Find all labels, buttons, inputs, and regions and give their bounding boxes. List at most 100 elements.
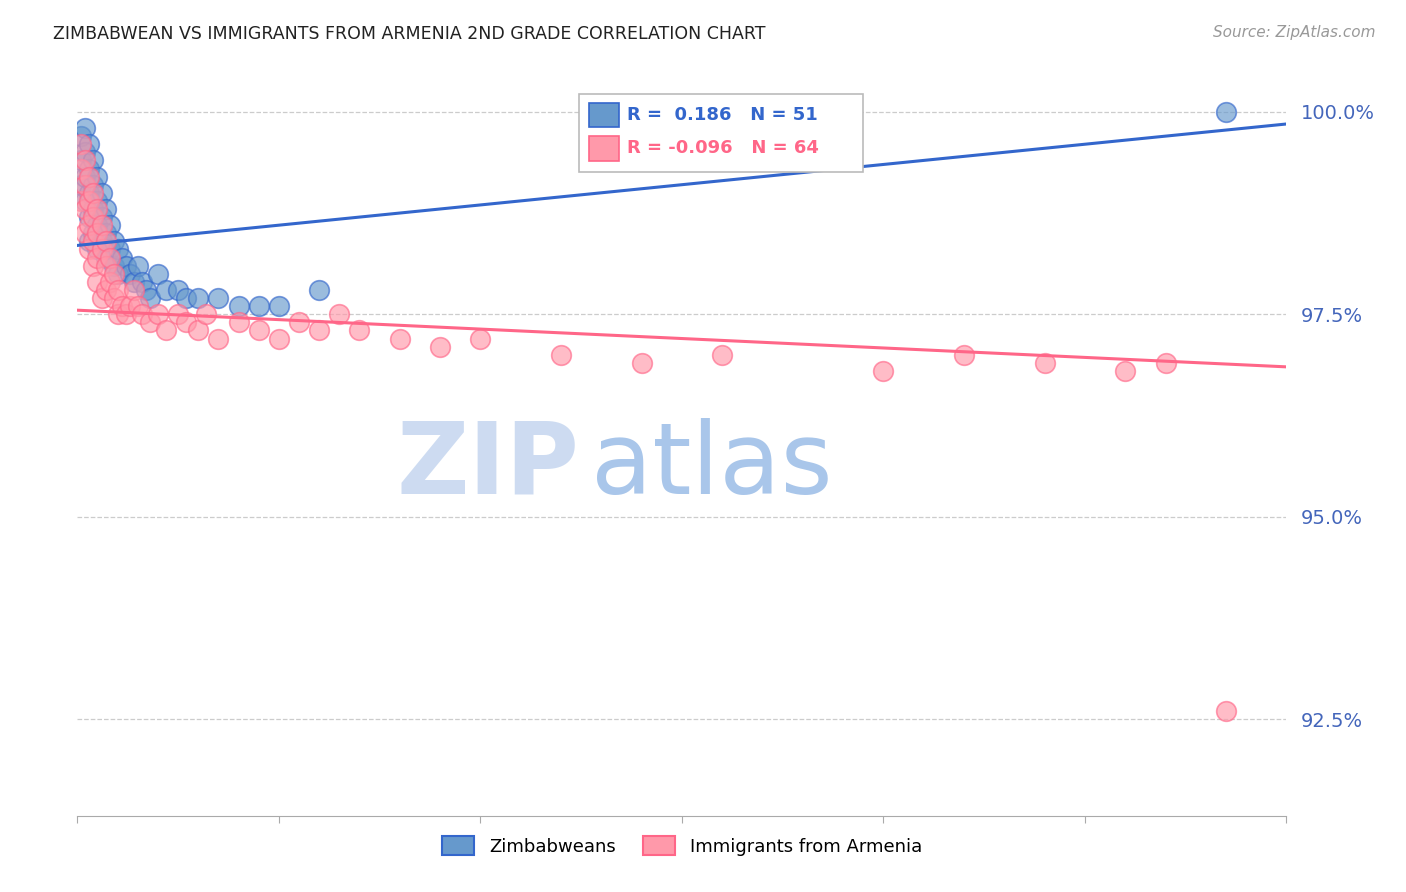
Point [114,259,136,273]
Point [711,348,734,362]
Text: atlas: atlas [592,417,832,515]
Point [94,283,117,297]
Point [107,307,129,321]
Point [139,291,162,305]
Point [79,210,101,224]
Text: Source: ZipAtlas.com: Source: ZipAtlas.com [1212,25,1375,40]
Point [1114,364,1136,378]
Point [470,332,492,346]
Point [139,315,162,329]
Point [82,186,104,200]
Bar [589,103,619,128]
Point [86,243,108,257]
Point [228,315,250,329]
Point [75,145,97,160]
Point [79,194,101,208]
Point [187,323,209,337]
Point [872,364,894,378]
Point [167,307,190,321]
Point [90,235,112,249]
Point [228,299,250,313]
Point [94,235,117,249]
Point [70,129,93,144]
Point [107,267,129,281]
Point [70,194,93,208]
Point [90,243,112,257]
Point [429,340,451,354]
Point [103,267,125,281]
Point [82,227,104,241]
Point [79,137,101,152]
Point [79,169,101,184]
Point [90,210,112,224]
Point [127,299,149,313]
Point [288,315,311,329]
Point [146,307,169,321]
Point [98,251,121,265]
Point [107,283,129,297]
Point [90,291,112,305]
Point [75,202,97,216]
Text: R = -0.096   N = 64: R = -0.096 N = 64 [627,139,820,157]
Text: ZIP: ZIP [396,417,579,515]
Point [131,307,153,321]
Point [94,251,117,265]
Point [82,178,104,192]
Point [953,348,976,362]
Point [79,186,101,200]
Point [75,153,97,168]
Point [247,299,270,313]
Point [187,291,209,305]
Point [86,218,108,232]
Point [118,299,141,313]
Point [82,235,104,249]
Point [122,283,145,297]
Point [82,202,104,216]
Legend: Zimbabweans, Immigrants from Armenia: Zimbabweans, Immigrants from Armenia [434,830,929,863]
Point [70,137,93,152]
Point [127,259,149,273]
Point [90,186,112,200]
Point [94,227,117,241]
Point [82,259,104,273]
Point [70,161,93,176]
Point [328,307,350,321]
Point [207,332,229,346]
Point [308,283,330,297]
Point [167,283,190,297]
Point [86,169,108,184]
Point [70,153,93,168]
Point [135,283,157,297]
Point [349,323,371,337]
Point [122,275,145,289]
Point [90,218,112,232]
Point [155,323,177,337]
Point [98,275,121,289]
Point [1033,356,1056,370]
Point [70,178,93,192]
Text: R =  0.186   N = 51: R = 0.186 N = 51 [627,105,818,124]
Point [114,307,136,321]
Point [98,218,121,232]
Point [111,251,134,265]
Text: ZIMBABWEAN VS IMMIGRANTS FROM ARMENIA 2ND GRADE CORRELATION CHART: ZIMBABWEAN VS IMMIGRANTS FROM ARMENIA 2N… [53,25,766,43]
Point [86,275,108,289]
Point [75,169,97,184]
Point [107,243,129,257]
Point [174,315,197,329]
Bar [579,94,863,172]
Point [155,283,177,297]
Point [195,307,218,321]
Point [79,218,101,232]
Point [82,210,104,224]
Point [111,299,134,313]
Point [174,291,197,305]
Point [388,332,411,346]
Point [86,227,108,241]
Point [79,243,101,257]
Point [550,348,572,362]
Point [94,202,117,216]
Point [103,291,125,305]
Point [267,299,290,313]
Point [146,267,169,281]
